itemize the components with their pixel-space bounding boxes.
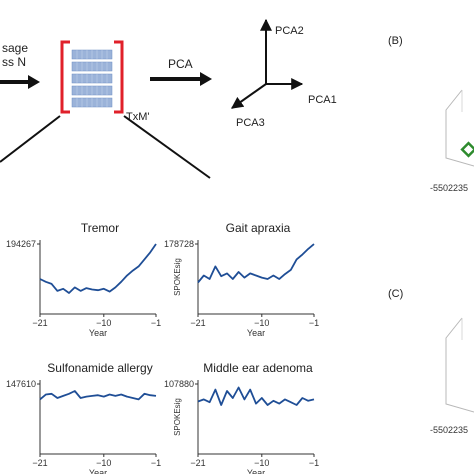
y-axis-label: SPOKEsig [173, 258, 182, 296]
series-line [197, 386, 315, 406]
chart-tremor: Tremor 194267 −21 −10 −1 Year [6, 221, 161, 338]
left-bracket [60, 40, 70, 114]
x-tick-label: −21 [190, 318, 205, 328]
right-bracket [114, 40, 124, 114]
zoom-line-left [0, 115, 61, 163]
x-axis-label: Year [89, 328, 107, 338]
x-tick-label: −1 [309, 318, 319, 328]
panel-b: (B) -5502235 [388, 35, 474, 193]
axis-lines [39, 240, 156, 315]
pca-label: PCA [168, 57, 193, 71]
input-text-line1: sage [2, 41, 28, 55]
panel-b-tick: -5502235 [430, 183, 468, 193]
pca1-label: PCA1 [308, 94, 337, 106]
pca3-axis [231, 83, 267, 109]
y-tick-label: 194267 [6, 239, 36, 249]
input-text-line2: ss N [2, 55, 26, 69]
zoom-line-right [123, 115, 211, 179]
chart-title: Sulfonamide allergy [47, 361, 152, 375]
x-tick-label: −10 [96, 318, 111, 328]
panel-b-marker [460, 141, 474, 158]
x-axis-label: Year [89, 468, 107, 474]
matrix-rows [71, 49, 113, 108]
panel-c: (C) -5502235 [388, 288, 474, 435]
x-tick-label: −21 [32, 318, 47, 328]
x-tick-label: −21 [190, 458, 205, 468]
pca3-label: PCA3 [236, 117, 265, 129]
chart-sulfonamide-allergy: Sulfonamide allergy 147610 −21 −10 −1 Year [6, 361, 161, 474]
y-axis-label: SPOKEsig [173, 398, 182, 436]
panel-c-tick: -5502235 [430, 425, 468, 435]
y-tick-label: 107880 [164, 379, 194, 389]
matrix [60, 40, 124, 114]
series-line [197, 243, 315, 284]
chart-title: Tremor [81, 221, 119, 235]
pca2-label: PCA2 [275, 25, 304, 37]
panel-b-label: (B) [388, 35, 403, 47]
panel-c-box [445, 317, 474, 413]
x-tick-label: −21 [32, 458, 47, 468]
pca-arrow [150, 72, 212, 86]
y-tick-label: 178728 [164, 239, 194, 249]
chart-title: Gait apraxia [226, 221, 291, 235]
x-axis-label: Year [247, 328, 265, 338]
series-line [39, 243, 157, 294]
chart-gait-apraxia: Gait apraxia 178728 SPOKEsig −21 −10 −1 Year [164, 221, 319, 338]
x-tick-label: −1 [151, 458, 161, 468]
x-tick-label: −10 [96, 458, 111, 468]
matrix-label: TxM' [126, 111, 149, 123]
series-line [39, 390, 157, 401]
axis-lines [197, 240, 314, 315]
x-tick-label: −1 [151, 318, 161, 328]
x-tick-label: −10 [254, 458, 269, 468]
input-arrow [0, 75, 40, 89]
chart-title: Middle ear adenoma [203, 361, 313, 375]
panel-b-box [445, 89, 474, 167]
y-tick-label: 147610 [6, 379, 36, 389]
x-axis-label: Year [247, 468, 265, 474]
x-tick-label: −1 [309, 458, 319, 468]
chart-middle-ear-adenoma: Middle ear adenoma 107880 SPOKEsig −21 −10 −1… [164, 361, 319, 474]
axis-lines [39, 380, 156, 455]
panel-c-label: (C) [388, 288, 403, 300]
x-tick-label: −10 [254, 318, 269, 328]
pca-axes [231, 18, 304, 109]
